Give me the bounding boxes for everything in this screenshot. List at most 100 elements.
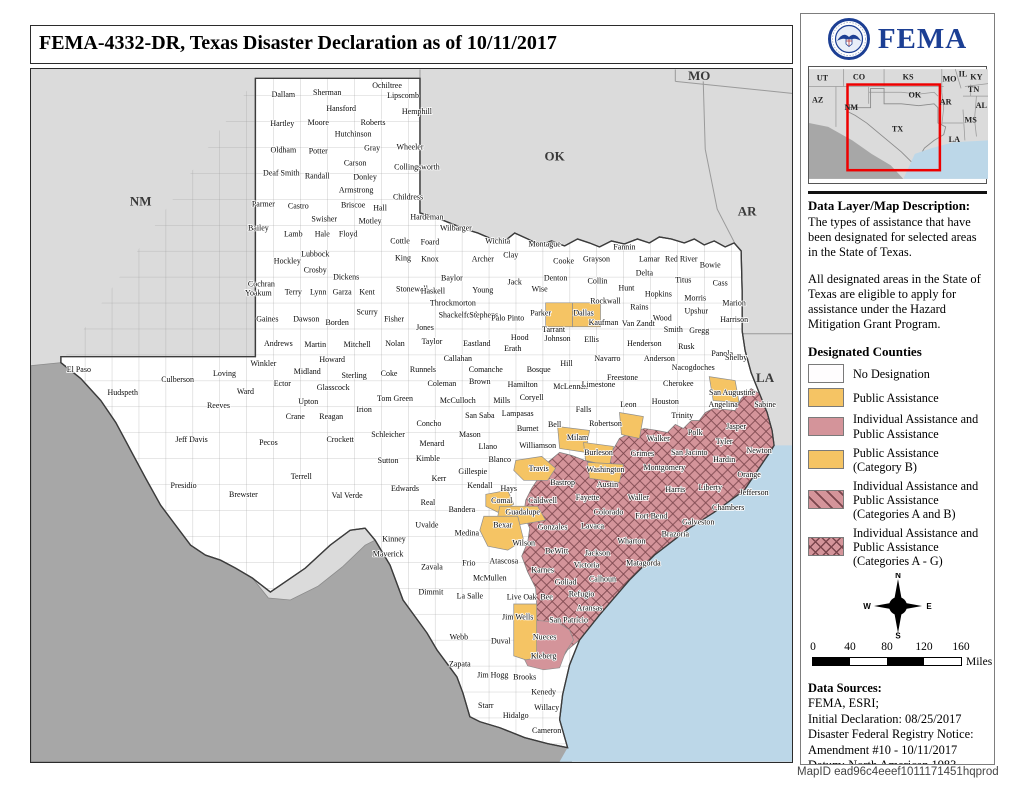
state-label-la: LA xyxy=(756,370,775,385)
county-label: Dawson xyxy=(293,314,319,323)
county-label: Kenedy xyxy=(531,687,556,696)
county-label: Upton xyxy=(298,397,318,406)
county-label: Crosby xyxy=(304,265,327,274)
page-title: FEMA-4332-DR, Texas Disaster Declaration… xyxy=(39,32,557,54)
county-label: Irion xyxy=(356,405,372,414)
county-label: Montgomery xyxy=(644,463,686,472)
county-label: Lampasas xyxy=(502,409,534,418)
county-label: Cochran xyxy=(248,279,275,288)
state-label-ok: OK xyxy=(545,149,565,164)
county-label: Williamson xyxy=(519,441,556,450)
county-label: Gaines xyxy=(256,314,278,323)
county-label: Borden xyxy=(325,318,348,327)
county-label: Galveston xyxy=(682,518,714,527)
county-label: Hill xyxy=(560,359,573,368)
county-label: Kaufman xyxy=(589,318,619,327)
county-label: Webb xyxy=(450,632,468,641)
compass-rose: N S W E xyxy=(808,573,987,641)
county-label: Mitchell xyxy=(344,340,372,349)
description-text-2: All designated areas in the State of Tex… xyxy=(808,271,981,332)
data-source-line: FEMA, ESRI; xyxy=(808,696,879,711)
county-label: Swisher xyxy=(311,215,337,224)
county-label: Midland xyxy=(294,367,321,376)
county-label: Eastland xyxy=(463,339,490,348)
county-label: Brown xyxy=(469,377,491,386)
county-label: Bailey xyxy=(248,223,269,232)
data-source-line: Initial Declaration: 08/25/2017 xyxy=(808,711,962,726)
county-label: Bee xyxy=(540,593,553,602)
county-label: Collin xyxy=(588,276,608,285)
county-label: McLennan xyxy=(553,382,588,391)
county-label: Winkler xyxy=(250,359,276,368)
county-label: Fisher xyxy=(384,314,404,323)
county-label: Travis xyxy=(529,464,549,473)
county-label: San Augustine xyxy=(709,388,756,397)
overview-inset-map: UT CO KS MO IL KY AZ NM OK AR TN AL MS TX LA xyxy=(808,66,989,184)
county-label: Hale xyxy=(315,229,331,238)
fema-wordmark: FEMA xyxy=(877,22,968,55)
county-label: Wheeler xyxy=(397,143,424,152)
county-label: Smith xyxy=(664,325,683,334)
legend-item: Public Assistance xyxy=(808,388,987,408)
county-label: El Paso xyxy=(67,365,91,374)
county-label: Victoria xyxy=(574,561,600,570)
county-label: Hays xyxy=(501,484,517,493)
inset-state-label-ar: AR xyxy=(940,97,952,106)
county-label: King xyxy=(395,253,411,262)
county-label: Trinity xyxy=(671,411,693,420)
county-label: Tom Green xyxy=(377,394,413,403)
legend-item: Individual Assistance and Public Assista… xyxy=(808,479,987,521)
county-label: Taylor xyxy=(422,337,443,346)
county-label: Van Zandt xyxy=(622,319,656,328)
county-label: Shackelford xyxy=(439,310,478,319)
county-label: Garza xyxy=(333,287,352,296)
county-label: Liberty xyxy=(698,483,721,492)
county-label: Reeves xyxy=(207,401,230,410)
county-label: Brooks xyxy=(513,672,536,681)
county-label: Coryell xyxy=(520,393,545,402)
inset-state-label-ok: OK xyxy=(909,91,922,100)
county-label: Matagorda xyxy=(626,559,661,568)
county-label: Anderson xyxy=(644,354,675,363)
county-label: Erath xyxy=(504,344,521,353)
county-label: Cass xyxy=(713,278,728,287)
county-label: Stephens xyxy=(469,310,498,319)
legend-swatch-ab xyxy=(808,490,844,510)
scale-tick: 120 xyxy=(915,640,933,653)
inset-state-label-nm: NM xyxy=(845,103,859,112)
county-label: Mills xyxy=(493,396,510,405)
county-label: Terrell xyxy=(291,472,313,481)
county-label: Refugio xyxy=(569,590,595,599)
county-label: Callahan xyxy=(444,354,472,363)
county-label: Starr xyxy=(478,701,494,710)
county-label: Kinney xyxy=(382,535,405,544)
map-description: Data Layer/Map Description: The types of… xyxy=(808,199,987,332)
county-label: Kimble xyxy=(416,454,440,463)
county-label: Hockley xyxy=(274,256,301,265)
county-label: San Saba xyxy=(465,411,495,420)
fema-logo: FEMA xyxy=(808,14,987,64)
county-label: Willacy xyxy=(534,703,559,712)
county-label: Hudspeth xyxy=(107,388,138,397)
county-label: Sterling xyxy=(342,371,367,380)
data-source-line: Datum: North American 1983 xyxy=(808,758,987,764)
county-label: Robertson xyxy=(589,419,622,428)
county-label: Cherokee xyxy=(663,379,694,388)
county-label: Titus xyxy=(675,275,691,284)
county-label: Hutchinson xyxy=(335,130,372,139)
county-label: Jim Hogg xyxy=(477,670,508,679)
inset-state-label-la: LA xyxy=(949,135,960,144)
data-sources-heading: Data Sources: xyxy=(808,680,882,695)
county-label: Coleman xyxy=(428,379,457,388)
county-label: Wilson xyxy=(512,539,535,548)
county-label: Ector xyxy=(274,379,292,388)
county-label: Gregg xyxy=(689,326,709,335)
county-label: Presidio xyxy=(171,481,197,490)
county-label: Schleicher xyxy=(371,430,405,439)
county-label: Fayette xyxy=(576,493,600,502)
scale-bar: Miles 0 40 80 120 160 xyxy=(810,640,992,677)
legend-label: Public Assistance xyxy=(853,390,939,405)
county-label: Shelby xyxy=(725,353,747,362)
county-label: Bell xyxy=(548,420,562,429)
